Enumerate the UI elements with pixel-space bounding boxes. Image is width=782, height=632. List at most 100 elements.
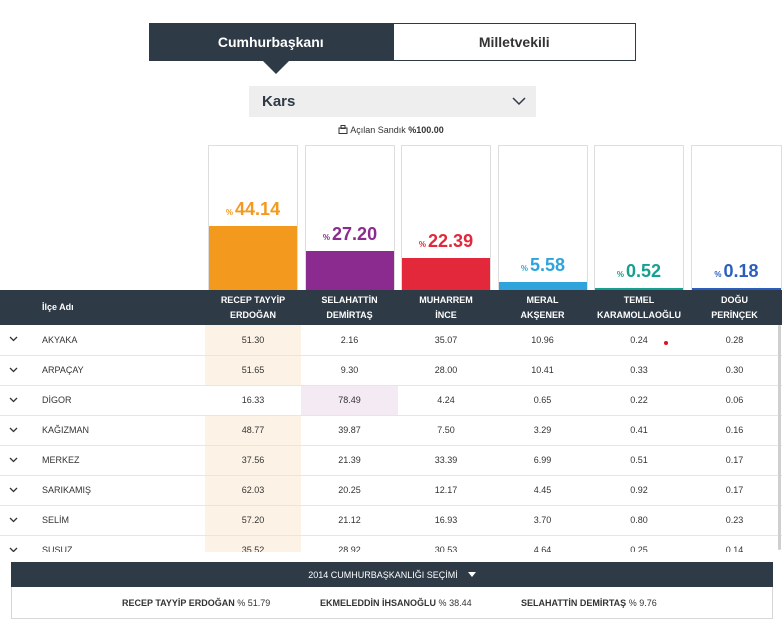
bar-fill-perincek bbox=[692, 288, 781, 290]
live-indicator-dot bbox=[664, 341, 668, 345]
column-header-karamollaoglu[interactable]: TEMEL KARAMOLLAOĞLU bbox=[591, 290, 687, 325]
district-name: SELİM bbox=[0, 505, 205, 536]
cell-value: 4.45 bbox=[494, 475, 591, 506]
chevron-down-icon[interactable] bbox=[9, 457, 18, 463]
district-name: KAĞIZMAN bbox=[0, 415, 205, 446]
cell-value: 3.70 bbox=[494, 505, 591, 536]
table-row[interactable]: SARIKAMIŞ 62.03 20.25 12.17 4.45 0.92 0.17 bbox=[0, 475, 782, 506]
cell-value: 0.30 bbox=[687, 355, 782, 386]
previous-election-label: 2014 CUMHURBAŞKANLIĞI SEÇİMİ bbox=[308, 569, 458, 580]
bar-fill-ince bbox=[402, 257, 490, 290]
cell-value: 0.28 bbox=[687, 325, 782, 356]
cell-value: 33.39 bbox=[398, 445, 494, 476]
bar-value-erdogan: % 44.14 bbox=[225, 199, 281, 219]
bar-value-perincek: % 0.18 bbox=[714, 261, 759, 281]
bar-fill-aksener bbox=[499, 281, 587, 290]
opened-ballot-value: 100.00 bbox=[416, 125, 444, 135]
previous-result-2: EKMELEDDİN İHSANOĞLU % 38.44 bbox=[320, 597, 472, 608]
cell-value: 57.20 bbox=[205, 505, 301, 536]
column-header-demirtas[interactable]: SELAHATTİN DEMİRTAŞ bbox=[301, 290, 398, 325]
cell-value: 10.96 bbox=[494, 325, 591, 356]
bar-fill-demirtas bbox=[306, 250, 394, 290]
cell-value: 16.33 bbox=[205, 385, 301, 416]
cell-value: 39.87 bbox=[301, 415, 398, 446]
cell-value: 0.22 bbox=[591, 385, 687, 416]
cell-value: 21.12 bbox=[301, 505, 398, 536]
district-results-table: İlçe Adı RECEP TAYYİP ERDOĞAN SELAHATTİN D… bbox=[0, 290, 782, 552]
ballot-box-icon bbox=[338, 125, 348, 134]
table-row[interactable]: DİGOR 16.33 78.49 4.24 0.65 0.22 0.06 bbox=[0, 385, 782, 416]
cell-value: 62.03 bbox=[205, 475, 301, 506]
bar-value-ince: % 22.39 bbox=[418, 230, 474, 251]
cell-value: 0.41 bbox=[591, 415, 687, 446]
chevron-down-icon[interactable] bbox=[9, 487, 18, 493]
table-row[interactable]: ARPAÇAY 51.65 9.30 28.00 10.41 0.33 0.30 bbox=[0, 355, 782, 386]
bar-erdogan: % 44.14 bbox=[208, 145, 298, 290]
cell-value: 78.49 bbox=[301, 385, 398, 416]
chevron-down-icon[interactable] bbox=[9, 547, 18, 553]
cell-value: 20.25 bbox=[301, 475, 398, 506]
opened-ballot-percent-sign: % bbox=[408, 125, 417, 135]
column-header-ince[interactable]: MUHARREM İNCE bbox=[398, 290, 494, 325]
table-row[interactable]: MERKEZ 37.56 21.39 33.39 6.99 0.51 0.17 bbox=[0, 445, 782, 476]
previous-election-results: RECEP TAYYİP ERDOĞAN % 51.79 EKMELEDDİN … bbox=[11, 587, 773, 619]
cell-value: 4.24 bbox=[398, 385, 494, 416]
bar-demirtas: % 27.20 bbox=[305, 145, 395, 290]
table-scrollbar[interactable] bbox=[778, 325, 781, 550]
cell-value: 0.23 bbox=[687, 505, 782, 536]
district-name: DİGOR bbox=[0, 385, 205, 416]
candidate-bars: % 44.14 % 27.20 % 22.39 % 5.58 % 0.52 % 0.18 bbox=[0, 145, 782, 290]
cell-value: 6.99 bbox=[494, 445, 591, 476]
cell-value: 0.17 bbox=[687, 475, 782, 506]
table-row[interactable]: SELİM 57.20 21.12 16.93 3.70 0.80 0.23 bbox=[0, 505, 782, 536]
cell-value: 30.53 bbox=[398, 535, 494, 552]
cell-value: 0.80 bbox=[591, 505, 687, 536]
province-selected-value: Kars bbox=[262, 93, 296, 110]
chevron-down-icon[interactable] bbox=[9, 517, 18, 523]
chevron-down-icon[interactable] bbox=[9, 336, 18, 342]
previous-result-1: RECEP TAYYİP ERDOĞAN % 51.79 bbox=[122, 597, 271, 608]
cell-value: 0.06 bbox=[687, 385, 782, 416]
district-name: SUSUZ bbox=[0, 535, 205, 552]
column-header-perincek[interactable]: DOĞU PERİNÇEK bbox=[687, 290, 782, 325]
cell-value: 0.92 bbox=[591, 475, 687, 506]
cell-value: 51.30 bbox=[205, 325, 301, 356]
cell-value: 2.16 bbox=[301, 325, 398, 356]
district-column-header: İlçe Adı bbox=[0, 290, 205, 325]
previous-result-3: SELAHATTİN DEMİRTAŞ % 9.76 bbox=[521, 597, 657, 608]
cell-value: 9.30 bbox=[301, 355, 398, 386]
bar-value-karamollaoglu: % 0.52 bbox=[616, 261, 662, 281]
chevron-down-icon[interactable] bbox=[9, 367, 18, 373]
chevron-down-icon bbox=[512, 97, 526, 106]
cell-value: 35.52 bbox=[205, 535, 301, 552]
cell-value: 28.00 bbox=[398, 355, 494, 386]
table-header-row: İlçe Adı RECEP TAYYİP ERDOĞAN SELAHATTİN D… bbox=[0, 290, 782, 325]
previous-election-toggle[interactable]: 2014 CUMHURBAŞKANLIĞI SEÇİMİ bbox=[11, 562, 773, 587]
tab-president[interactable]: Cumhurbaşkanı bbox=[149, 23, 393, 61]
chevron-down-icon[interactable] bbox=[9, 397, 18, 403]
province-select[interactable]: Kars bbox=[249, 86, 536, 117]
caret-down-icon bbox=[467, 572, 476, 577]
cell-value: 48.77 bbox=[205, 415, 301, 446]
cell-value: 0.51 bbox=[591, 445, 687, 476]
table-row[interactable]: AKYAKA 51.30 2.16 35.07 10.96 0.24 0.28 bbox=[0, 325, 782, 356]
chevron-down-icon[interactable] bbox=[9, 427, 18, 433]
table-row[interactable]: KAĞIZMAN 48.77 39.87 7.50 3.29 0.41 0.16 bbox=[0, 415, 782, 446]
active-tab-pointer bbox=[263, 61, 289, 74]
table-row[interactable]: SUSUZ 35.52 28.92 30.53 4.64 0.25 0.14 bbox=[0, 535, 782, 552]
bar-aksener: % 5.58 bbox=[498, 145, 588, 290]
column-header-erdogan[interactable]: RECEP TAYYİP ERDOĞAN bbox=[205, 290, 301, 325]
cell-value: 16.93 bbox=[398, 505, 494, 536]
district-name: ARPAÇAY bbox=[0, 355, 205, 386]
cell-value: 10.41 bbox=[494, 355, 591, 386]
opened-ballot-label: Açılan Sandık bbox=[350, 125, 406, 135]
cell-value: 3.29 bbox=[494, 415, 591, 446]
bar-value-aksener: % 5.58 bbox=[520, 254, 566, 275]
column-header-aksener[interactable]: MERAL AKŞENER bbox=[494, 290, 591, 325]
bar-fill-karamollaoglu bbox=[595, 288, 683, 290]
cell-value: 0.33 bbox=[591, 355, 687, 386]
district-name: AKYAKA bbox=[0, 325, 205, 356]
cell-value: 0.14 bbox=[687, 535, 782, 552]
tab-parliament[interactable]: Milletvekili bbox=[392, 23, 636, 61]
cell-value: 35.07 bbox=[398, 325, 494, 356]
